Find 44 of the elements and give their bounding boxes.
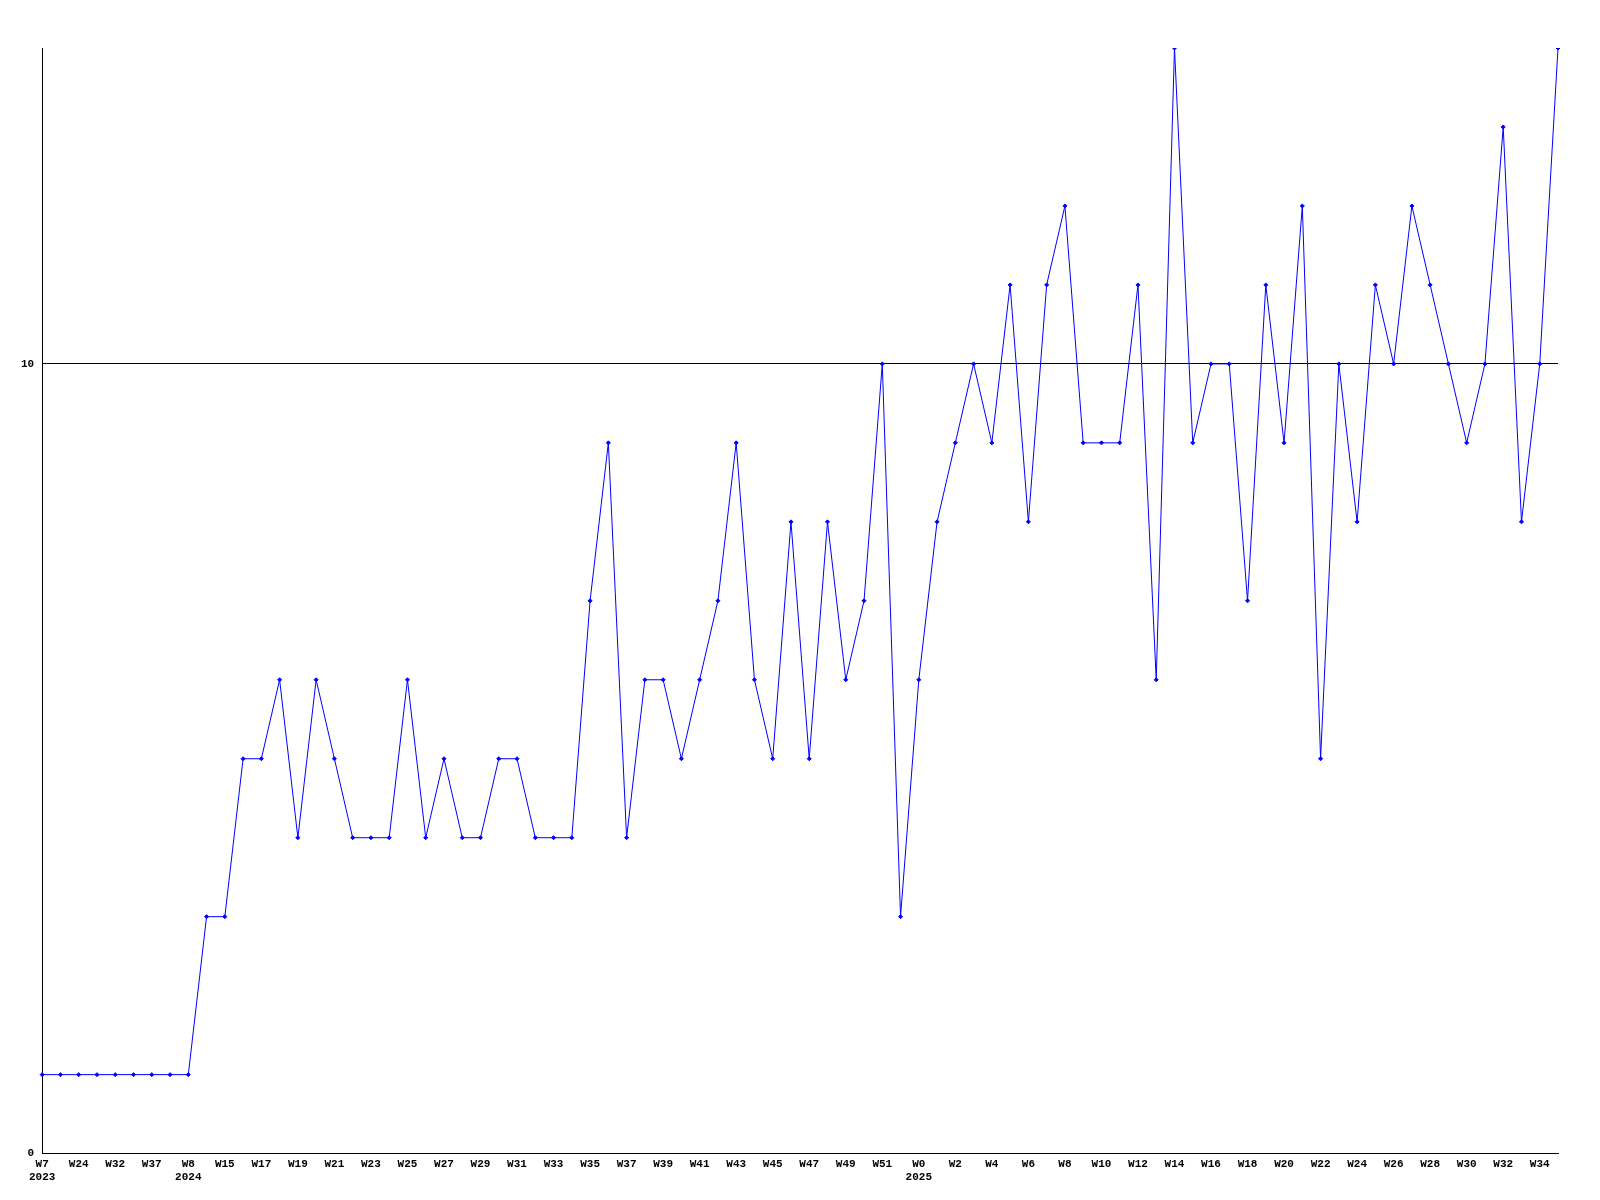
x-tick-label: W16 bbox=[1201, 1157, 1221, 1170]
x-tick-label: W45 bbox=[762, 1157, 783, 1170]
x-tick-label: W6 bbox=[1021, 1157, 1035, 1170]
x-tick-label: W17 bbox=[251, 1157, 272, 1170]
x-tick-label: W39 bbox=[653, 1157, 674, 1170]
x-tick-label: W24 bbox=[1347, 1157, 1368, 1170]
x-tick-label: W18 bbox=[1237, 1157, 1258, 1170]
x-tick-label: W24 bbox=[68, 1157, 90, 1170]
x-tick-label: W47 bbox=[799, 1157, 820, 1170]
x-tick-label: W35 bbox=[580, 1157, 601, 1170]
x-tick-label: W21 bbox=[324, 1157, 345, 1170]
x-tick-label: W4 bbox=[985, 1157, 999, 1170]
x-tick-label: W12 bbox=[1128, 1157, 1148, 1170]
x-tick-label: W49 bbox=[835, 1157, 856, 1170]
x-tick-label: W22 bbox=[1310, 1157, 1331, 1170]
x-tick-label: W29 bbox=[470, 1157, 491, 1170]
x-tick-label: W19 bbox=[287, 1157, 308, 1170]
x-tick-label: W27 bbox=[434, 1157, 454, 1170]
y-tick-label: 0 bbox=[27, 1147, 35, 1160]
x-tick-label: W32 bbox=[1493, 1157, 1514, 1170]
x-tick-label: W30 bbox=[1456, 1157, 1477, 1170]
x-tick-label: W33 bbox=[543, 1157, 564, 1170]
y-tick-label: 10 bbox=[21, 357, 35, 370]
x-tick-label: W8 2024 bbox=[175, 1157, 202, 1184]
x-tick-label: W37 bbox=[616, 1157, 637, 1170]
x-tick-label: W8 bbox=[1058, 1157, 1072, 1170]
x-tick-label: W7 2023 bbox=[29, 1157, 56, 1184]
x-tick-label: W20 bbox=[1274, 1157, 1294, 1170]
x-tick-label: W31 bbox=[507, 1157, 528, 1170]
x-tick-label: W15 bbox=[214, 1157, 236, 1170]
x-tick-label: W10 bbox=[1091, 1157, 1112, 1170]
x-tick-label: W43 bbox=[726, 1157, 747, 1170]
x-tick-label: W37 bbox=[141, 1157, 162, 1170]
x-tick-label: W34 bbox=[1529, 1157, 1551, 1170]
x-tick-label: W0 2025 bbox=[905, 1157, 933, 1184]
x-tick-label: W28 bbox=[1420, 1157, 1441, 1170]
x-tick-label: W14 bbox=[1164, 1157, 1185, 1170]
x-tick-label: W32 bbox=[105, 1157, 126, 1170]
x-tick-label: W2 bbox=[948, 1157, 962, 1170]
x-tick-label: W51 bbox=[872, 1157, 893, 1170]
x-tick-label: W23 bbox=[361, 1157, 382, 1170]
x-tick-label: W41 bbox=[689, 1157, 710, 1170]
x-tick-label: W25 bbox=[397, 1157, 418, 1170]
x-tick-label: W26 bbox=[1383, 1157, 1404, 1170]
